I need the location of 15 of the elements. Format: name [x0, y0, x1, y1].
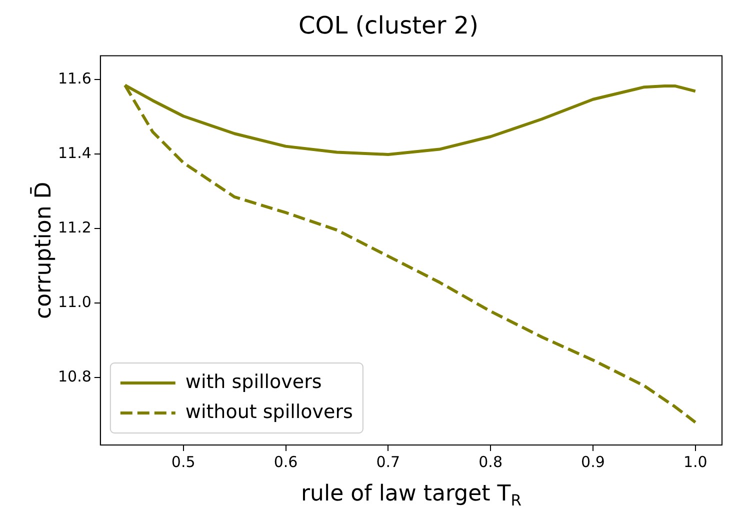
- legend-label: without spillovers: [185, 400, 353, 423]
- x-tick-label: 0.5: [171, 452, 196, 471]
- x-tick-label: 0.6: [274, 452, 298, 471]
- x-tick-label: 0.9: [581, 452, 605, 471]
- chart-title: COL (cluster 2): [298, 12, 478, 40]
- y-tick-label: 11.4: [58, 144, 92, 162]
- y-tick-label: 10.8: [58, 367, 92, 386]
- y-axis-title: corruption D̄: [30, 182, 57, 320]
- x-tick-label: 1.0: [683, 452, 708, 471]
- x-tick-label: 0.8: [478, 452, 502, 471]
- x-tick-label: 0.7: [376, 452, 400, 471]
- y-tick-label: 11.6: [58, 70, 92, 88]
- y-tick-label: 11.2: [58, 218, 92, 237]
- legend-label: with spillovers: [185, 370, 322, 393]
- y-tick-label: 11.0: [58, 292, 92, 311]
